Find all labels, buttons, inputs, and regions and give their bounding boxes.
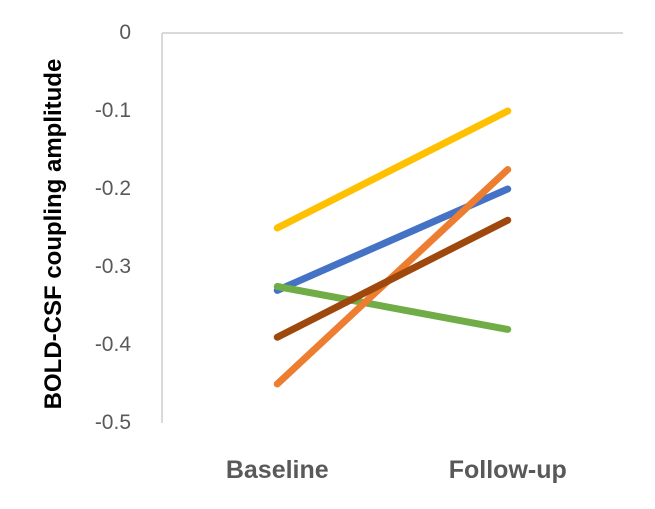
- series-line-subject-yellow: [273, 107, 512, 232]
- y-tick-label: -0.4: [94, 333, 131, 356]
- y-tick-label: -0.5: [94, 411, 131, 434]
- y-tick-label: 0: [119, 21, 131, 44]
- y-tick-label: -0.3: [94, 255, 131, 278]
- x-category-label: Follow-up: [448, 456, 567, 484]
- x-category-label: Baseline: [225, 456, 329, 484]
- y-tick-label: -0.1: [94, 99, 131, 122]
- series-line-subject-brown: [273, 216, 512, 341]
- series-line-subject-green: [273, 283, 512, 333]
- y-tick-label: -0.2: [94, 177, 131, 200]
